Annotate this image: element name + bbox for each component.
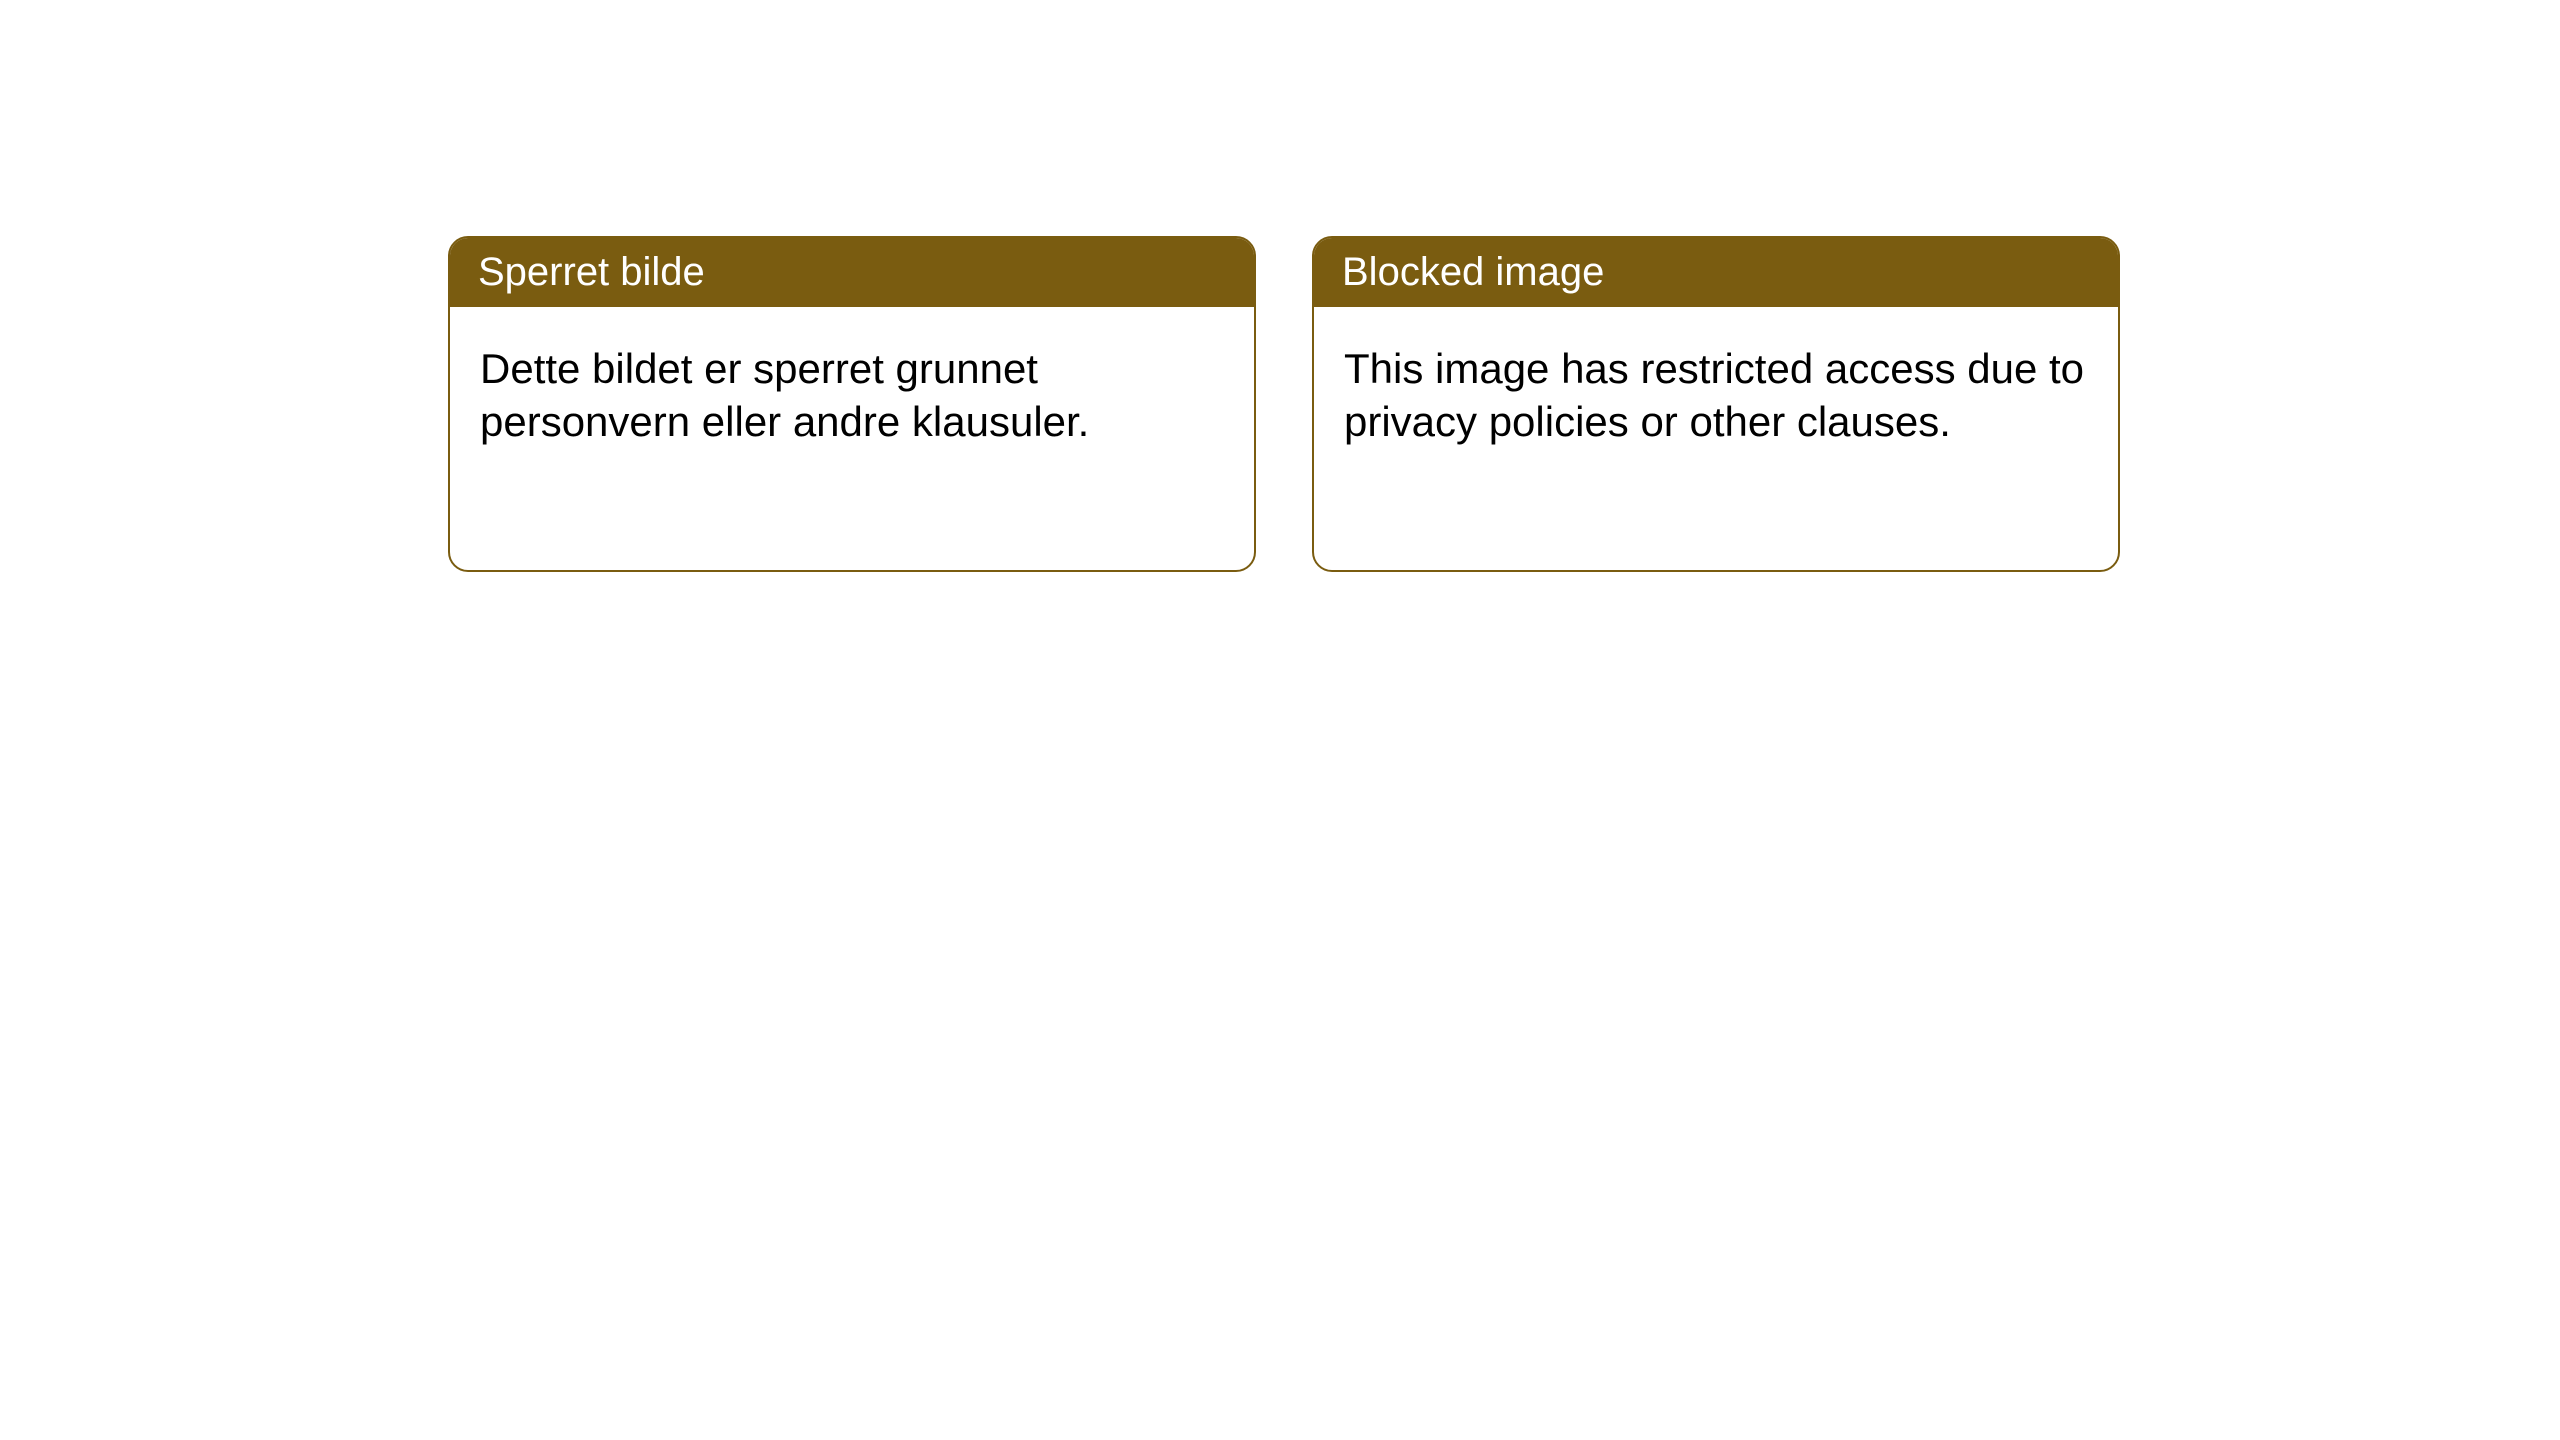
card-header: Blocked image: [1314, 238, 2118, 307]
card-title: Blocked image: [1342, 250, 1604, 294]
card-title: Sperret bilde: [478, 250, 705, 294]
card-body-text: Dette bildet er sperret grunnet personve…: [480, 345, 1089, 445]
notice-card-english: Blocked image This image has restricted …: [1312, 236, 2120, 572]
card-body: This image has restricted access due to …: [1314, 307, 2118, 484]
card-body: Dette bildet er sperret grunnet personve…: [450, 307, 1254, 484]
notice-container: Sperret bilde Dette bildet er sperret gr…: [0, 0, 2560, 572]
notice-card-norwegian: Sperret bilde Dette bildet er sperret gr…: [448, 236, 1256, 572]
card-header: Sperret bilde: [450, 238, 1254, 307]
card-body-text: This image has restricted access due to …: [1344, 345, 2084, 445]
